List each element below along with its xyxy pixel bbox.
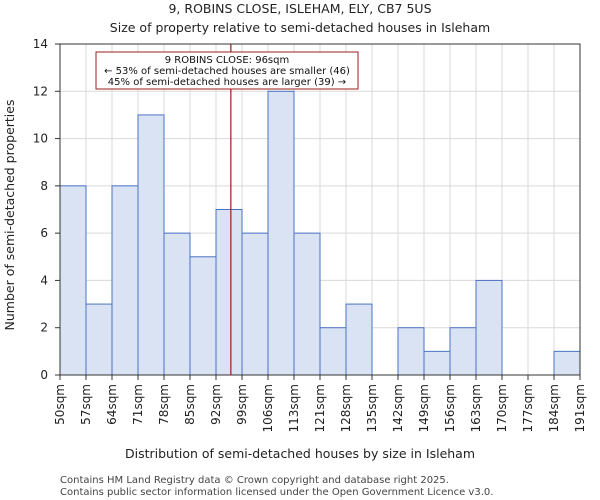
x-tick-label: 85sqm	[183, 384, 197, 425]
y-tick-label: 14	[33, 37, 48, 51]
y-tick-label: 6	[40, 226, 48, 240]
x-tick-label: 57sqm	[79, 384, 93, 425]
bar-142sqm	[397, 327, 425, 376]
x-tick-label: 64sqm	[105, 384, 119, 425]
y-tick-label: 0	[40, 368, 48, 382]
x-tick-label: 121sqm	[313, 384, 327, 432]
x-tick-label: 71sqm	[131, 384, 145, 425]
x-tick-label: 156sqm	[443, 384, 457, 432]
x-tick-label: 135sqm	[365, 384, 379, 432]
bar-78sqm	[163, 232, 191, 376]
annotation-line1: 9 ROBINS CLOSE: 96sqm	[165, 55, 289, 66]
x-axis-ticks: 50sqm 57sqm 64sqm 71sqm 78sqm 85sqm 92sqm 99sqm…	[53, 375, 587, 432]
x-tick-label: 128sqm	[339, 384, 353, 432]
x-tick-label: 50sqm	[53, 384, 67, 425]
x-tick-label: 170sqm	[495, 384, 509, 432]
bar-149sqm	[423, 350, 451, 376]
x-tick-label: 78sqm	[157, 384, 171, 425]
x-tick-label: 177sqm	[521, 384, 535, 432]
chart-title-line2: Size of property relative to semi-detach…	[110, 20, 490, 35]
y-tick-label: 8	[40, 179, 48, 193]
annotation-line3: 45% of semi-detached houses are larger (…	[108, 77, 346, 88]
x-tick-label: 113sqm	[287, 384, 301, 432]
bar-85sqm	[189, 256, 217, 376]
bar-128sqm	[345, 303, 373, 376]
bar-99sqm	[241, 232, 269, 376]
y-tick-label: 10	[33, 132, 48, 146]
bar-106sqm	[267, 90, 295, 376]
bar-71sqm	[137, 114, 165, 376]
x-tick-label: 191sqm	[573, 384, 587, 432]
bar-163sqm	[475, 279, 503, 376]
chart-title-line1: 9, ROBINS CLOSE, ISLEHAM, ELY, CB7 5US	[168, 1, 431, 16]
bar-92sqm	[215, 209, 243, 376]
annotation-line2: ← 53% of semi-detached houses are smalle…	[104, 66, 350, 77]
x-tick-label: 106sqm	[261, 384, 275, 432]
y-axis-ticks: 0 2 4 6 8 10 12 14	[33, 37, 60, 382]
x-tick-label: 149sqm	[417, 384, 431, 432]
bars	[59, 90, 581, 376]
bar-57sqm	[85, 303, 113, 376]
y-tick-label: 4	[40, 273, 48, 287]
x-tick-label: 142sqm	[391, 384, 405, 432]
bar-156sqm	[449, 327, 477, 376]
y-tick-label: 2	[40, 321, 48, 335]
bar-64sqm	[111, 185, 139, 376]
y-axis-label: Number of semi-detached properties	[2, 100, 17, 331]
bar-121sqm	[319, 327, 347, 376]
x-tick-label: 163sqm	[469, 384, 483, 432]
annotation-box	[95, 51, 359, 90]
x-tick-label: 99sqm	[235, 384, 249, 425]
bar-50sqm	[59, 185, 87, 376]
footer-line1: Contains HM Land Registry data © Crown c…	[60, 475, 449, 486]
bar-184sqm	[553, 350, 581, 376]
x-tick-label: 184sqm	[547, 384, 561, 432]
y-tick-label: 12	[33, 84, 48, 98]
x-axis-label: Distribution of semi-detached houses by …	[125, 446, 475, 461]
x-tick-label: 92sqm	[209, 384, 223, 425]
footer-line2: Contains public sector information licen…	[60, 487, 493, 498]
plot-frame	[59, 43, 581, 376]
bar-113sqm	[293, 232, 321, 376]
